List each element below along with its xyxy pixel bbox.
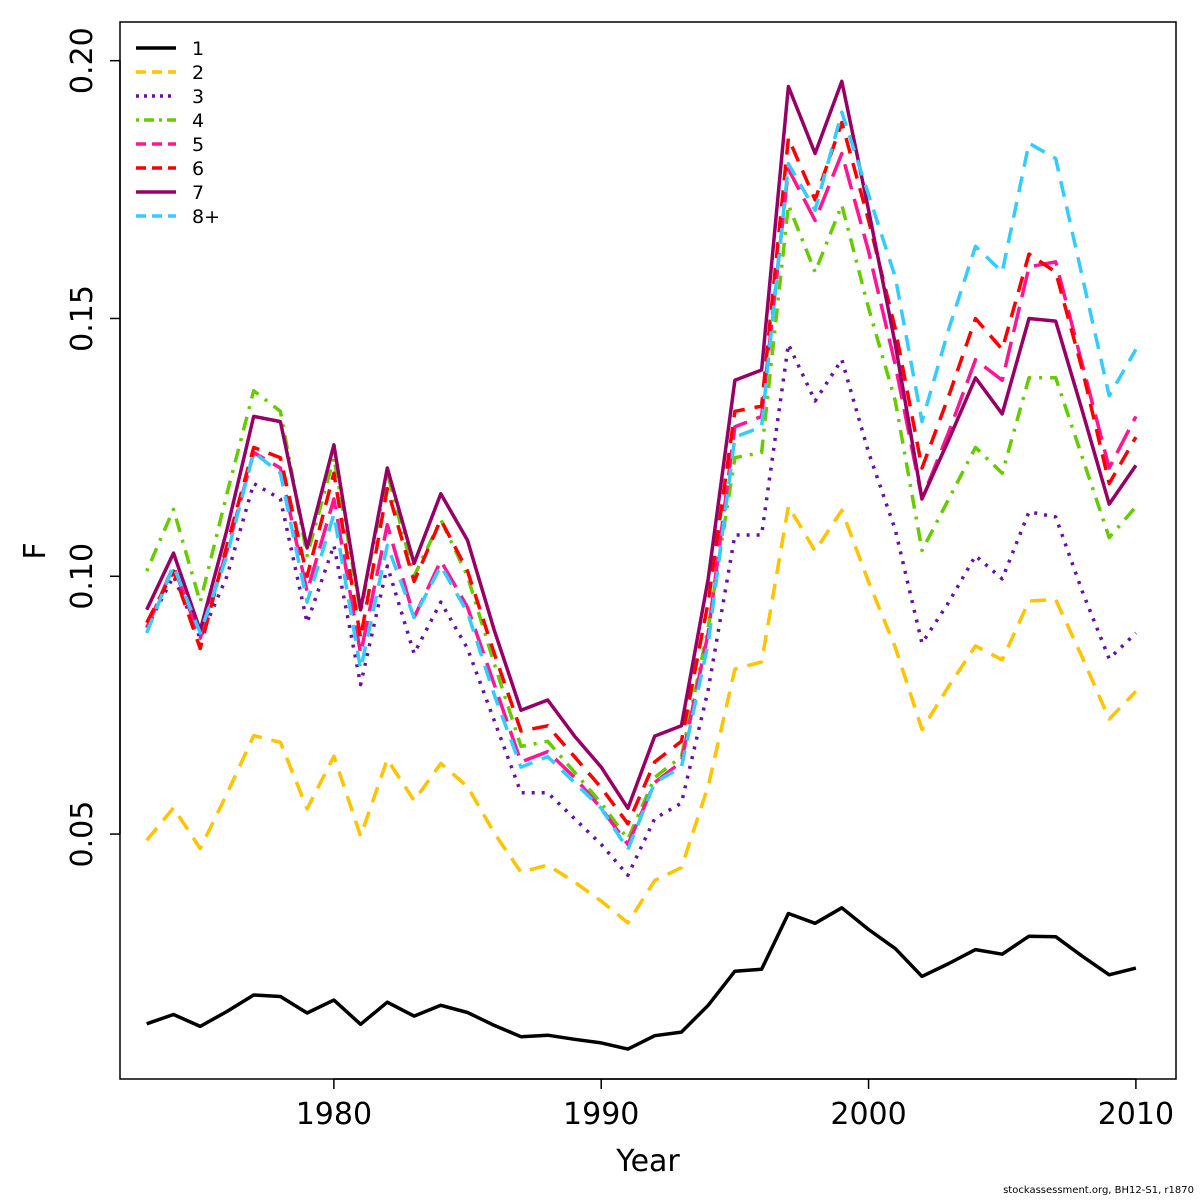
y-tick-label: 0.10 [65,543,100,610]
plot-frame [119,21,1177,1080]
legend-label: 4 [192,110,204,132]
legend-label: 8+ [192,206,220,228]
series-line-3 [145,342,1138,878]
legend-label: 3 [192,86,204,108]
series-line-4 [145,203,1138,841]
y-tick-label: 0.05 [65,801,100,868]
y-tick-label: 0.15 [65,285,100,352]
x-tick-label: 1980 [296,1097,372,1132]
legend-label: 5 [192,134,204,156]
series-line-6 [145,120,1138,826]
legend-label: 2 [192,62,204,84]
legend-label: 6 [192,158,204,180]
y-axis-title: F [18,542,53,559]
series-line-2 [145,504,1138,925]
footer-credit: stockassessment.org, BH12-S1, r1870 [1003,1185,1194,1196]
x-tick-label: 2000 [830,1097,906,1132]
y-tick-label: 0.20 [65,27,100,94]
legend-label: 1 [192,38,204,60]
x-axis: 1980 1990 2000 2010 [296,1078,1174,1132]
series-lines [145,79,1138,1051]
x-axis-title: Year [615,1144,680,1179]
x-tick-label: 1990 [563,1097,639,1132]
series-line-8plus [145,110,1138,852]
series-line-7 [145,79,1138,811]
y-axis: 0.05 0.10 0.15 0.20 [65,27,121,868]
legend-label: 7 [192,182,204,204]
series-line-1 [146,906,1137,1051]
x-tick-label: 2010 [1098,1097,1174,1132]
